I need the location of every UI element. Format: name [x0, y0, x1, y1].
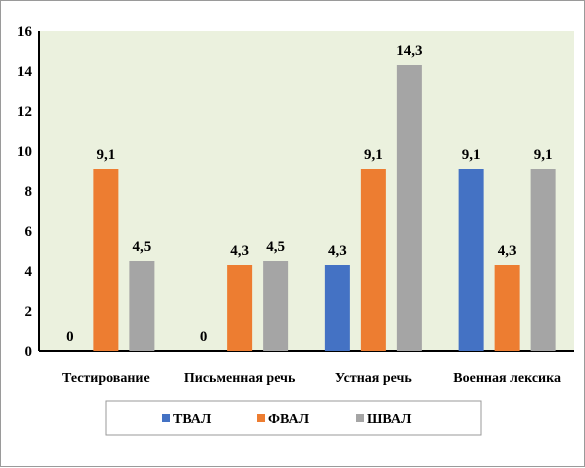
y-tick-label: 14	[17, 64, 33, 80]
plot-area	[39, 31, 574, 351]
legend-label: ТВАЛ	[173, 412, 212, 427]
x-tick-label: Письменная речь	[184, 371, 296, 386]
data-label: 9,1	[364, 147, 383, 163]
bar	[494, 265, 520, 351]
bar	[93, 169, 119, 351]
data-label: 0	[66, 329, 74, 345]
y-tick-label: 10	[17, 144, 32, 160]
y-tick-label: 0	[25, 344, 33, 360]
bar	[227, 265, 253, 351]
data-label: 4,3	[498, 243, 517, 259]
bar	[458, 169, 484, 351]
legend-swatch	[162, 414, 170, 422]
y-tick-label: 16	[17, 24, 33, 40]
y-tick-label: 4	[25, 264, 33, 280]
data-label: 4,5	[133, 239, 152, 255]
data-label: 9,1	[97, 147, 116, 163]
x-tick-label: Тестирование	[62, 371, 150, 386]
legend-label: ФВАЛ	[268, 412, 310, 427]
data-label: 14,3	[396, 43, 422, 59]
legend-label: ШВАЛ	[367, 412, 412, 427]
legend-swatch	[356, 414, 364, 422]
data-label: 9,1	[462, 147, 481, 163]
bar	[360, 169, 386, 351]
y-tick-label: 8	[25, 184, 33, 200]
data-label: 4,3	[230, 243, 249, 259]
bar	[129, 261, 155, 351]
data-label: 0	[200, 329, 208, 345]
y-tick-label: 2	[25, 304, 33, 320]
data-label: 9,1	[534, 147, 553, 163]
y-tick-label: 6	[25, 224, 33, 240]
bar	[530, 169, 556, 351]
y-tick-label: 12	[17, 104, 32, 120]
bar	[396, 65, 422, 351]
bar	[263, 261, 289, 351]
x-tick-label: Военная лексика	[453, 371, 561, 386]
data-label: 4,3	[328, 243, 347, 259]
data-label: 4,5	[266, 239, 285, 255]
bar	[324, 265, 350, 351]
legend-swatch	[257, 414, 265, 422]
x-tick-label: Устная речь	[335, 371, 413, 386]
